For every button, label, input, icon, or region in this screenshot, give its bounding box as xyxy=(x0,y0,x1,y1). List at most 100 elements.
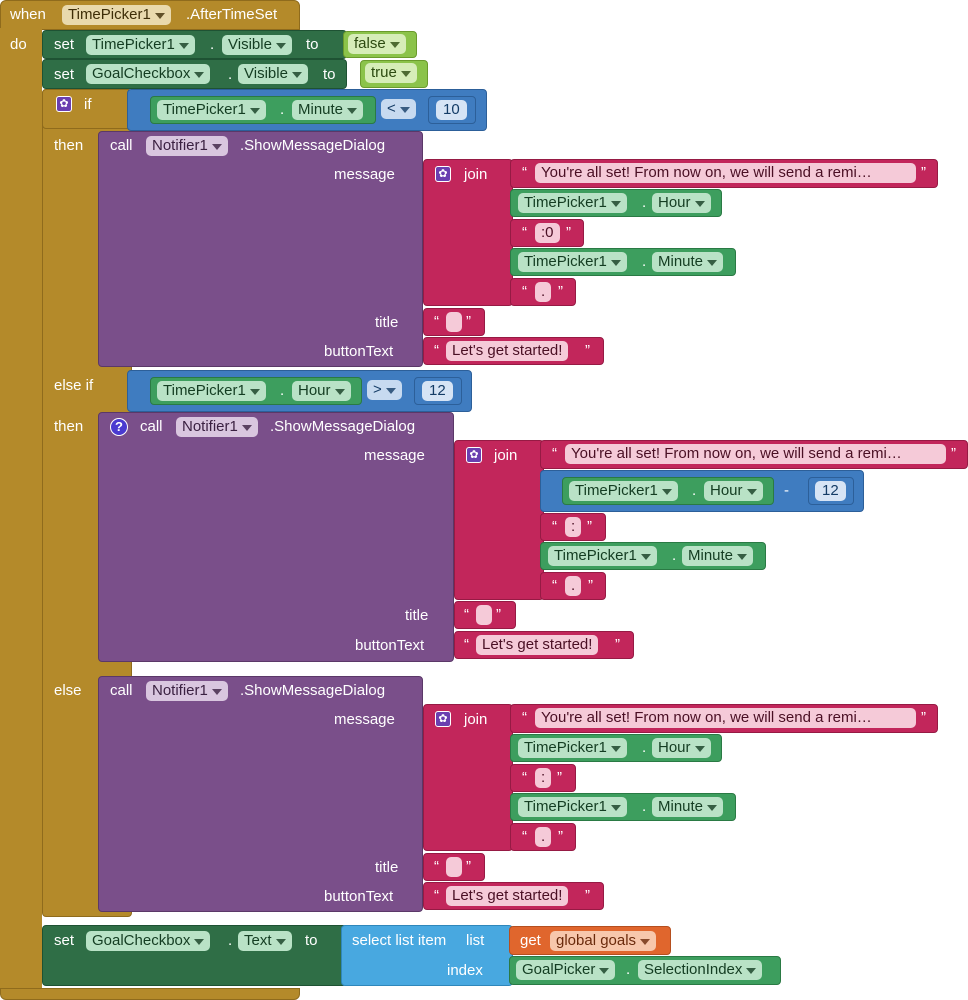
method-name: .ShowMessageDialog xyxy=(240,682,386,699)
notifier-component-dropdown-1[interactable]: Notifier1 xyxy=(146,136,228,156)
cond2-property-dropdown[interactable]: Hour xyxy=(292,381,351,401)
notifier-call-block-2[interactable] xyxy=(98,412,454,662)
quote-open: “ xyxy=(522,283,527,300)
tp-dropdown[interactable]: TimePicker1 xyxy=(548,546,657,566)
notifier-component-dropdown-2[interactable]: Notifier1 xyxy=(176,417,258,437)
buttontext-label: buttonText xyxy=(324,343,394,360)
event-footer xyxy=(0,988,300,1000)
global-var-dropdown[interactable]: global goals xyxy=(550,931,657,951)
selection-index-dropdown[interactable]: SelectionIndex xyxy=(638,960,763,980)
cond1-operator-dropdown[interactable]: < xyxy=(381,99,416,119)
quote-close: ” xyxy=(558,828,563,845)
title-text-2[interactable] xyxy=(476,605,492,625)
title-text-1[interactable] xyxy=(446,312,462,332)
join-label: join xyxy=(464,166,488,183)
message-text-2[interactable]: You're all set! From now on, we will sen… xyxy=(565,444,946,464)
tp-dropdown[interactable]: TimePicker1 xyxy=(569,481,678,501)
minute-dropdown[interactable]: Minute xyxy=(652,797,724,817)
hour-dropdown[interactable]: Hour xyxy=(704,481,763,501)
tp-dropdown[interactable]: TimePicker1 xyxy=(518,252,627,272)
title-text-3[interactable] xyxy=(446,857,462,877)
message-label: message xyxy=(364,447,425,464)
event-name: .AfterTimeSet xyxy=(186,6,278,23)
set2-property-dropdown[interactable]: Visible xyxy=(238,64,308,84)
then-label: then xyxy=(54,137,84,154)
tp-dropdown[interactable]: TimePicker1 xyxy=(518,193,627,213)
cond2-operator-dropdown[interactable]: > xyxy=(367,380,402,400)
dot-label: . xyxy=(642,739,647,756)
set1-property-dropdown[interactable]: Visible xyxy=(222,35,292,55)
minute-dropdown[interactable]: Minute xyxy=(682,546,754,566)
sep-text-3[interactable]: : xyxy=(535,768,552,788)
event-do-column xyxy=(0,28,42,990)
button-text-3[interactable]: Let's get started! xyxy=(446,886,569,906)
then-label-2: then xyxy=(54,418,84,435)
join-gear-icon[interactable]: ✿ xyxy=(466,447,482,463)
dot-text-1[interactable]: . xyxy=(535,282,552,302)
false-dropdown[interactable]: false xyxy=(348,34,406,54)
notifier-component-dropdown-3[interactable]: Notifier1 xyxy=(146,681,228,701)
select-list-item-block[interactable] xyxy=(341,925,513,986)
button-text-2[interactable]: Let's get started! xyxy=(476,635,599,655)
hour-dropdown[interactable]: Hour xyxy=(652,738,711,758)
quote-open: “ xyxy=(464,636,469,653)
cond1-property-dropdown[interactable]: Minute xyxy=(292,100,364,120)
quote-open: “ xyxy=(434,858,439,875)
quote-close: ” xyxy=(496,606,501,623)
dot-text-2[interactable]: . xyxy=(565,576,582,596)
cond1-component-dropdown[interactable]: TimePicker1 xyxy=(157,100,266,120)
set-label: set xyxy=(54,36,75,53)
set3-property-dropdown[interactable]: Text xyxy=(238,931,292,951)
join-label: join xyxy=(464,711,488,728)
do-label: do xyxy=(10,36,27,53)
dot-label: . xyxy=(672,547,677,564)
dot-label: . xyxy=(626,961,631,978)
set2-component-dropdown[interactable]: GoalCheckbox xyxy=(86,64,211,84)
number-12[interactable]: 12 xyxy=(422,381,453,401)
quote-close: ” xyxy=(951,445,956,462)
sep-text-1[interactable]: :0 xyxy=(535,223,560,243)
cond2-component-dropdown[interactable]: TimePicker1 xyxy=(157,381,266,401)
set3-component-dropdown[interactable]: GoalCheckbox xyxy=(86,931,211,951)
hour-dropdown[interactable]: Hour xyxy=(652,193,711,213)
tp-dropdown[interactable]: TimePicker1 xyxy=(518,738,627,758)
notifier-call-block-1[interactable] xyxy=(98,131,423,367)
true-dropdown[interactable]: true xyxy=(365,63,417,83)
minute-dropdown[interactable]: Minute xyxy=(652,252,724,272)
if-label: if xyxy=(84,96,92,113)
event-component-dropdown[interactable]: TimePicker1 xyxy=(62,5,171,25)
join-gear-icon[interactable]: ✿ xyxy=(435,711,451,727)
quote-close: ” xyxy=(588,577,593,594)
goalpicker-dropdown[interactable]: GoalPicker xyxy=(516,960,616,980)
tp-dropdown[interactable]: TimePicker1 xyxy=(518,797,627,817)
number-10[interactable]: 10 xyxy=(436,100,467,120)
call-label: call xyxy=(110,682,133,699)
quote-open: “ xyxy=(434,342,439,359)
buttontext-label: buttonText xyxy=(355,637,425,654)
join-block-3[interactable] xyxy=(423,704,513,851)
quote-close: ” xyxy=(558,283,563,300)
title-label: title xyxy=(405,607,429,624)
join-gear-icon[interactable]: ✿ xyxy=(435,166,451,182)
mutator-gear-icon[interactable]: ✿ xyxy=(56,96,72,112)
sep-text-2[interactable]: : xyxy=(565,517,582,537)
quote-open: “ xyxy=(552,577,557,594)
quote-close: ” xyxy=(466,858,471,875)
notifier-call-block-3[interactable] xyxy=(98,676,423,912)
get-label: get xyxy=(520,932,541,949)
set-label: set xyxy=(54,932,75,949)
to-label: to xyxy=(323,66,336,83)
help-icon[interactable]: ? xyxy=(110,418,128,436)
quote-close: ” xyxy=(566,224,571,241)
dot-text-3[interactable]: . xyxy=(535,827,552,847)
number-12[interactable]: 12 xyxy=(815,481,846,501)
button-text-1[interactable]: Let's get started! xyxy=(446,341,569,361)
set1-component-dropdown[interactable]: TimePicker1 xyxy=(86,35,195,55)
message-label: message xyxy=(334,711,395,728)
quote-close: ” xyxy=(587,518,592,535)
join-block-1[interactable] xyxy=(423,159,513,306)
message-text-3[interactable]: You're all set! From now on, we will sen… xyxy=(535,708,916,728)
message-text-1[interactable]: You're all set! From now on, we will sen… xyxy=(535,163,916,183)
title-label: title xyxy=(375,314,399,331)
quote-open: “ xyxy=(522,164,527,181)
